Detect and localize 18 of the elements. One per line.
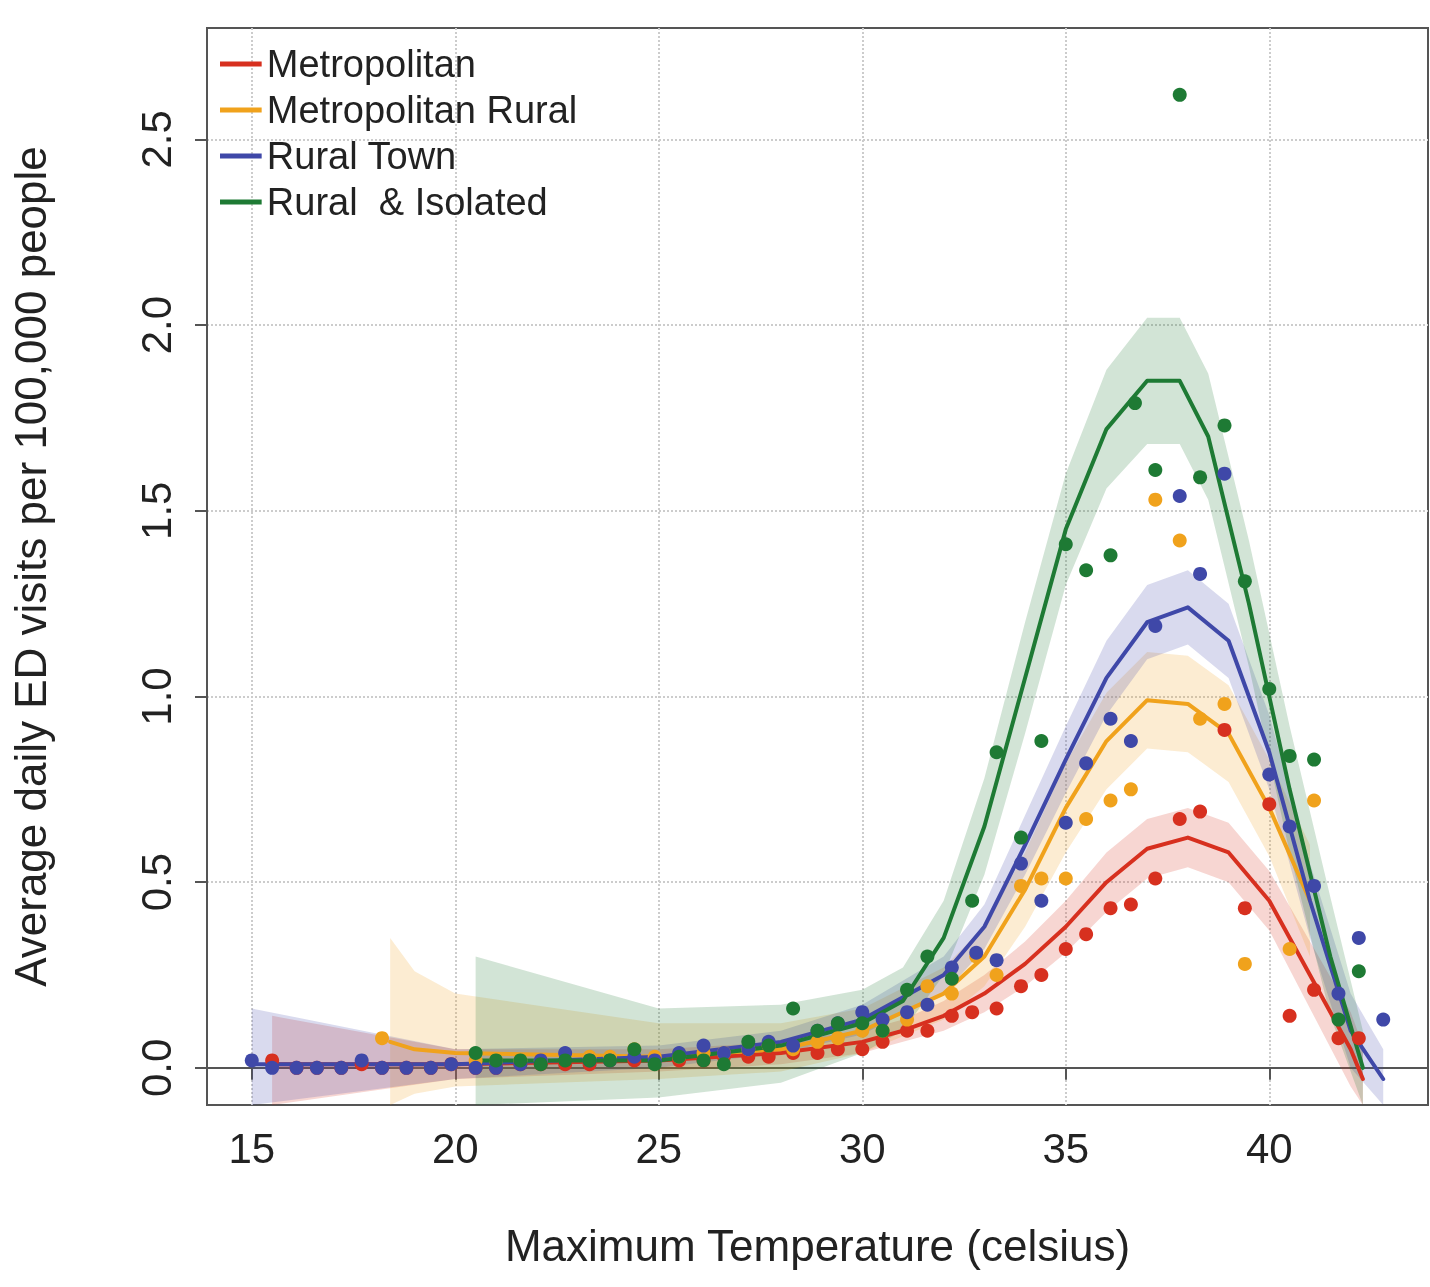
y-axis-title: Average daily ED visits per 100,000 people bbox=[5, 146, 55, 987]
y-tick-label: 2.5 bbox=[132, 110, 180, 169]
y-tick-label: 0.0 bbox=[132, 1038, 180, 1098]
y-tick-label: 0.5 bbox=[132, 852, 180, 912]
y-tick-label: 2.0 bbox=[132, 295, 180, 355]
x-tick-label: 20 bbox=[431, 1124, 479, 1172]
x-tick-label: 40 bbox=[1245, 1124, 1293, 1172]
y-tick-label: 1.0 bbox=[132, 667, 180, 726]
x-tick-label: 25 bbox=[635, 1124, 683, 1172]
legend-label: Rural Town bbox=[266, 135, 457, 177]
y-tick-label: 1.5 bbox=[132, 481, 180, 540]
legend-label: Rural & Isolated bbox=[266, 181, 548, 223]
x-tick-label: 30 bbox=[838, 1124, 886, 1172]
x-axis-title: Maximum Temperature (celsius) bbox=[504, 1220, 1131, 1270]
legend-label: Metropolitan Rural bbox=[266, 89, 578, 131]
x-tick-label: 15 bbox=[228, 1124, 276, 1172]
legend-label: Metropolitan bbox=[266, 43, 476, 85]
x-tick-label: 35 bbox=[1042, 1124, 1090, 1172]
